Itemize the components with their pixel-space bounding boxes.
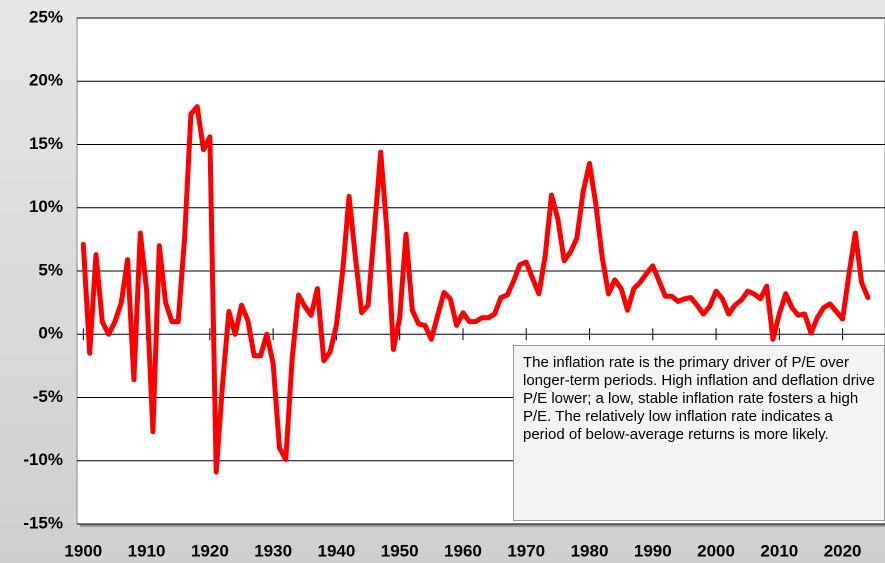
annotation: The inflation rate is the primary driver… <box>513 345 885 521</box>
x-tick-label: 1920 <box>191 541 229 560</box>
x-tick-label: 2010 <box>760 541 798 560</box>
y-tick-label: 0% <box>38 324 63 343</box>
x-tick-label: 2020 <box>824 541 862 560</box>
x-tick-label: 1950 <box>381 541 419 560</box>
x-tick-label: 1930 <box>254 541 292 560</box>
x-tick-label: 1910 <box>128 541 166 560</box>
y-tick-label: 10% <box>29 197 63 216</box>
x-tick-label: 1900 <box>64 541 102 560</box>
x-tick-label: 1970 <box>507 541 545 560</box>
x-tick-label: 1940 <box>318 541 356 560</box>
x-tick-label: 2000 <box>697 541 735 560</box>
y-tick-label: 5% <box>38 260 63 279</box>
y-tick-label: -15% <box>23 513 63 532</box>
x-tick-label: 1960 <box>444 541 482 560</box>
x-tick-label: 1990 <box>634 541 672 560</box>
y-tick-label: 15% <box>29 134 63 153</box>
y-tick-label: 20% <box>29 71 63 90</box>
y-tick-label: -5% <box>33 387 63 406</box>
y-tick-label: -10% <box>23 450 63 469</box>
x-tick-label: 1980 <box>571 541 609 560</box>
y-tick-label: 25% <box>29 7 63 26</box>
inflation-line <box>80 104 871 475</box>
